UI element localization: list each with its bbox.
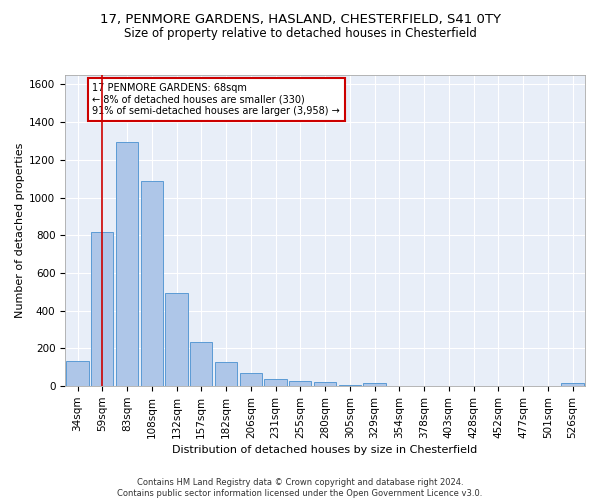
- Text: Contains HM Land Registry data © Crown copyright and database right 2024.
Contai: Contains HM Land Registry data © Crown c…: [118, 478, 482, 498]
- Bar: [166, 293, 188, 386]
- Bar: [314, 382, 336, 386]
- Bar: [239, 374, 262, 386]
- Text: Size of property relative to detached houses in Chesterfield: Size of property relative to detached ho…: [124, 28, 476, 40]
- Bar: [289, 381, 311, 386]
- Text: 17, PENMORE GARDENS, HASLAND, CHESTERFIELD, S41 0TY: 17, PENMORE GARDENS, HASLAND, CHESTERFIE…: [100, 12, 500, 26]
- Bar: [215, 362, 237, 386]
- Text: 17 PENMORE GARDENS: 68sqm
← 8% of detached houses are smaller (330)
91% of semi-: 17 PENMORE GARDENS: 68sqm ← 8% of detach…: [92, 82, 340, 116]
- Bar: [265, 378, 287, 386]
- Bar: [67, 360, 89, 386]
- Y-axis label: Number of detached properties: Number of detached properties: [15, 143, 25, 318]
- Bar: [91, 232, 113, 386]
- X-axis label: Distribution of detached houses by size in Chesterfield: Distribution of detached houses by size …: [172, 445, 478, 455]
- Bar: [562, 384, 584, 386]
- Bar: [116, 142, 138, 386]
- Bar: [190, 342, 212, 386]
- Bar: [364, 384, 386, 386]
- Bar: [140, 180, 163, 386]
